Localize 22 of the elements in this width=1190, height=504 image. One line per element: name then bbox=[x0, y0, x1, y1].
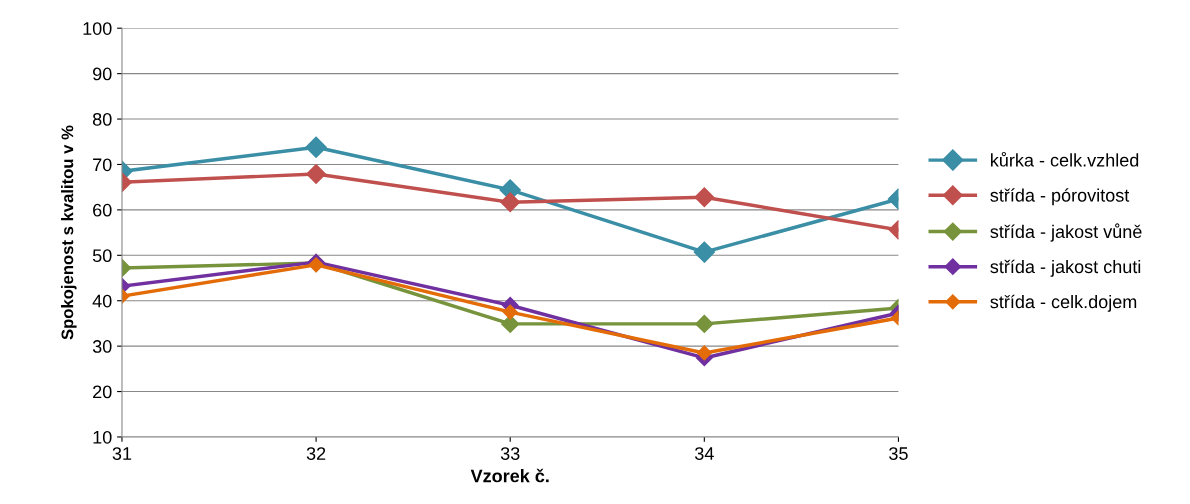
legend-label: střída - jakost vůně bbox=[990, 223, 1142, 242]
y-tick-label: 80 bbox=[92, 112, 112, 126]
y-axis-title: Spokojenost s kvalitou v % bbox=[61, 125, 77, 340]
legend-label: střída - jakost chuti bbox=[990, 259, 1141, 277]
y-tick-label: 20 bbox=[93, 385, 112, 399]
x-tick-label: 32 bbox=[306, 447, 326, 460]
y-tick-label: 50 bbox=[92, 249, 112, 263]
y-tick-label: 100 bbox=[83, 22, 112, 35]
x-tick-label: 35 bbox=[889, 447, 908, 460]
y-tick-label: 30 bbox=[92, 340, 112, 353]
x-axis-title: Vzorek č. bbox=[470, 468, 549, 483]
y-tick-label: 40 bbox=[92, 294, 112, 308]
x-tick-label: 31 bbox=[112, 447, 132, 460]
legend-label: střída - celk.dojem bbox=[990, 294, 1137, 312]
x-tick-label: 33 bbox=[500, 447, 520, 460]
y-tick-label: 90 bbox=[93, 67, 112, 81]
y-tick-label: 10 bbox=[93, 430, 112, 444]
x-tick-label: 34 bbox=[694, 447, 714, 460]
y-tick-label: 60 bbox=[93, 203, 112, 217]
y-tick-label: 70 bbox=[93, 158, 112, 172]
legend-label: střída - pórovitost bbox=[990, 188, 1130, 206]
legend-label: kůrka - celk.vzhled bbox=[991, 151, 1139, 167]
